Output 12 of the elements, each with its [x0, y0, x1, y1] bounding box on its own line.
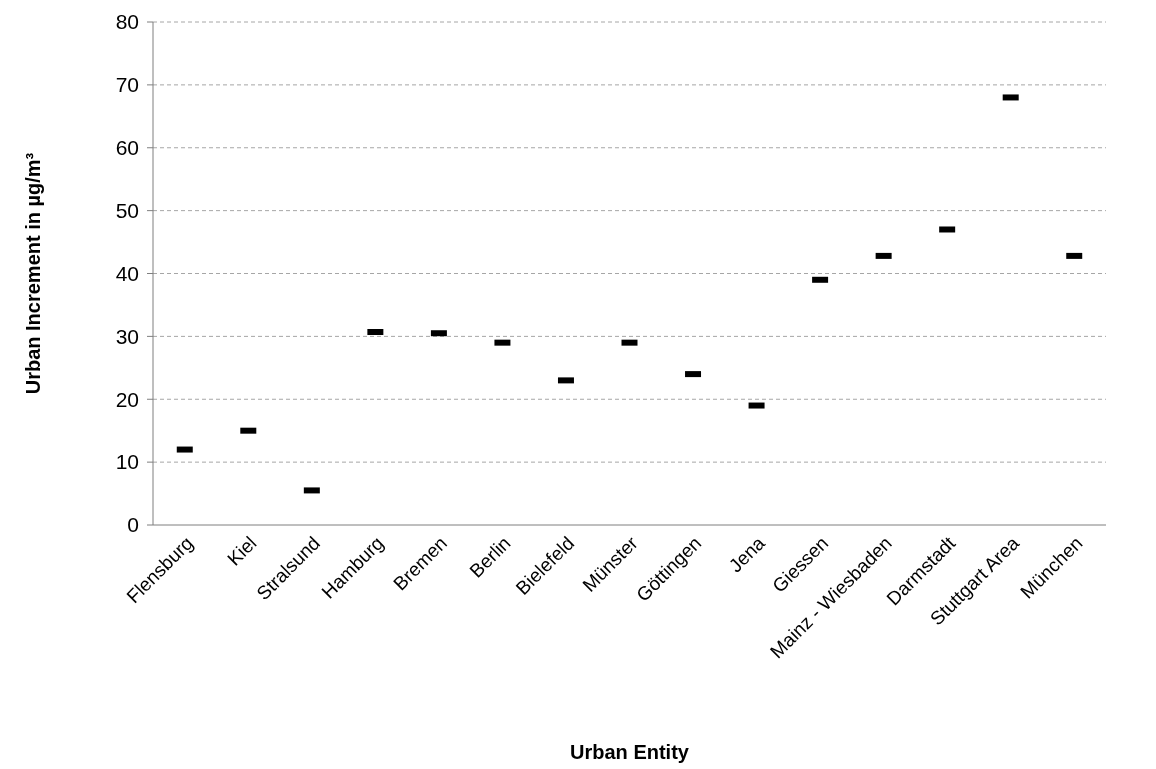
y-tick-label: 40: [115, 261, 139, 285]
y-tick-label: 60: [115, 136, 139, 160]
y-tick-label: 10: [115, 450, 139, 474]
y-tick-label: 0: [127, 513, 139, 537]
y-tick-label: 80: [115, 10, 139, 34]
x-tick-label: Kiel: [223, 532, 261, 570]
y-tick-label: 50: [115, 198, 139, 222]
y-tick-label: 30: [115, 324, 139, 348]
x-axis-title: Urban Entity: [570, 741, 690, 763]
y-axis-title: Urban Increment in µg/m³: [22, 152, 44, 395]
y-tick-label: 20: [115, 387, 139, 411]
y-tick-label: 70: [115, 73, 139, 97]
